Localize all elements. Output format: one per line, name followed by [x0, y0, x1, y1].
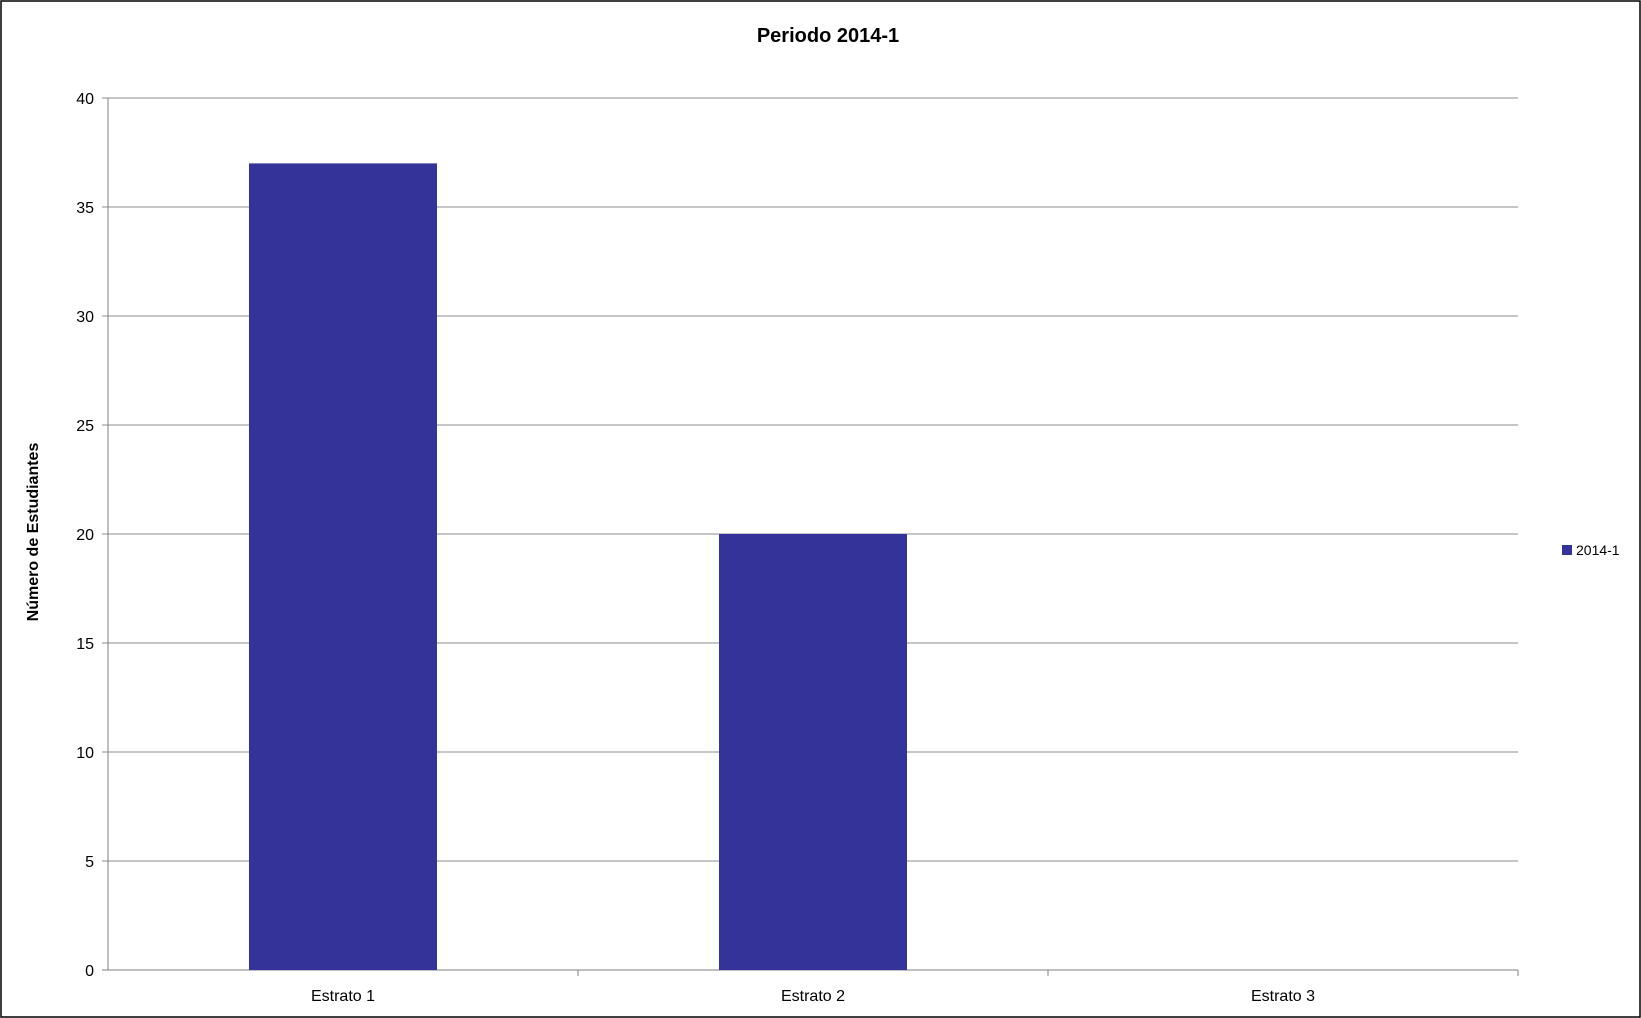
y-tick-label: 25: [76, 418, 94, 435]
bar: [249, 163, 437, 970]
y-tick-label: 15: [76, 636, 94, 653]
y-tick-label: 10: [76, 745, 94, 762]
x-tick-label: Estrato 1: [311, 988, 375, 1005]
y-tick-label: 5: [85, 854, 94, 871]
legend: 2014-1: [1562, 542, 1620, 558]
y-tick-label: 0: [85, 963, 94, 980]
chart-title: Periodo 2014-1: [757, 25, 899, 47]
legend-label: 2014-1: [1576, 542, 1620, 558]
x-tick-label: Estrato 3: [1251, 988, 1315, 1005]
legend-swatch: [1562, 545, 1572, 555]
x-tick-label: Estrato 2: [781, 988, 845, 1005]
y-axis-ticks: 0 5 10 15 20 25 30 35 40: [76, 91, 94, 980]
y-tick-label: 20: [76, 527, 94, 544]
y-tick-label: 40: [76, 91, 94, 108]
y-axis-label: Número de Estudiantes: [25, 443, 42, 622]
y-tick-label: 30: [76, 309, 94, 326]
x-axis-ticks: Estrato 1 Estrato 2 Estrato 3: [311, 970, 1519, 1005]
y-tick-label: 35: [76, 200, 94, 217]
bar: [719, 534, 907, 970]
bars: [249, 163, 907, 970]
